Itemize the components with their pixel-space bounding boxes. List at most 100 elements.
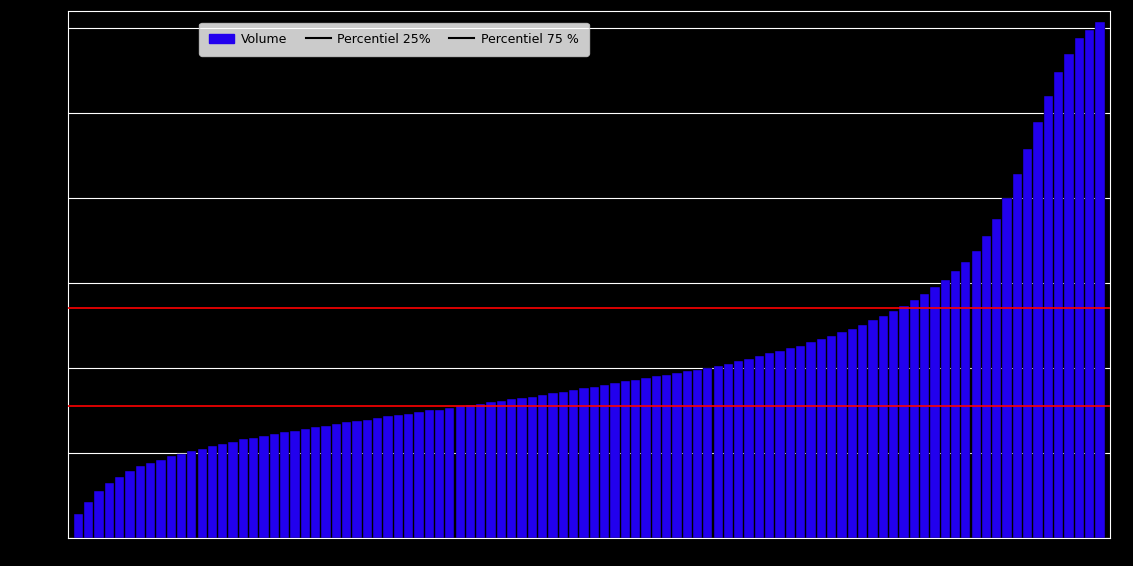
Bar	[651, 376, 661, 538]
Bar	[508, 400, 517, 538]
Bar	[84, 502, 93, 538]
Bar	[219, 444, 228, 538]
Bar	[249, 438, 258, 538]
Bar	[373, 418, 382, 538]
Bar	[1033, 122, 1042, 538]
Bar	[982, 237, 991, 538]
Bar	[682, 371, 692, 538]
Bar	[724, 364, 733, 538]
Bar	[280, 432, 289, 538]
Bar	[290, 431, 299, 538]
Bar	[641, 378, 650, 538]
Bar	[156, 460, 165, 538]
Bar	[455, 406, 465, 538]
Bar	[951, 271, 960, 538]
Bar	[559, 392, 568, 538]
Bar	[445, 408, 454, 538]
Bar	[631, 380, 640, 538]
Bar	[94, 491, 103, 538]
Bar	[322, 426, 331, 538]
Bar	[126, 471, 135, 538]
Bar	[342, 422, 351, 538]
Bar	[744, 359, 753, 538]
Bar	[693, 370, 702, 538]
Legend: Volume, Percentiel 25%, Percentiel 75 %: Volume, Percentiel 25%, Percentiel 75 %	[199, 23, 588, 56]
Bar	[476, 404, 485, 538]
Bar	[167, 456, 176, 538]
Bar	[704, 368, 713, 538]
Bar	[548, 393, 557, 538]
Bar	[662, 375, 671, 538]
Bar	[425, 410, 434, 538]
Bar	[1085, 30, 1094, 538]
Bar	[146, 463, 155, 538]
Bar	[879, 316, 888, 538]
Bar	[1054, 72, 1064, 538]
Bar	[1064, 54, 1074, 538]
Bar	[415, 412, 424, 538]
Bar	[352, 421, 361, 538]
Bar	[229, 441, 238, 538]
Bar	[486, 402, 496, 538]
Bar	[136, 466, 145, 538]
Bar	[393, 414, 403, 538]
Bar	[611, 383, 620, 538]
Bar	[1013, 174, 1022, 538]
Bar	[765, 353, 775, 538]
Bar	[239, 439, 248, 538]
Bar	[403, 414, 414, 538]
Bar	[807, 342, 816, 538]
Bar	[847, 329, 857, 538]
Bar	[796, 346, 806, 538]
Bar	[496, 401, 506, 538]
Bar	[858, 325, 867, 538]
Bar	[961, 262, 971, 538]
Bar	[714, 366, 723, 538]
Bar	[207, 446, 218, 538]
Bar	[312, 427, 321, 538]
Bar	[889, 311, 898, 538]
Bar	[579, 388, 589, 538]
Bar	[672, 373, 682, 538]
Bar	[817, 339, 826, 538]
Bar	[734, 361, 743, 538]
Bar	[569, 390, 578, 538]
Bar	[940, 280, 949, 538]
Bar	[300, 429, 310, 538]
Bar	[332, 424, 341, 538]
Bar	[621, 381, 630, 538]
Bar	[270, 434, 279, 538]
Bar	[589, 387, 599, 538]
Bar	[775, 351, 785, 538]
Bar	[993, 220, 1002, 538]
Bar	[600, 385, 610, 538]
Bar	[466, 405, 475, 538]
Bar	[383, 417, 392, 538]
Bar	[755, 356, 764, 538]
Bar	[910, 300, 919, 538]
Bar	[900, 306, 909, 538]
Bar	[930, 288, 939, 538]
Bar	[827, 336, 836, 538]
Bar	[528, 397, 537, 538]
Bar	[1075, 38, 1084, 538]
Bar	[518, 398, 527, 538]
Bar	[786, 349, 795, 538]
Bar	[363, 420, 372, 538]
Bar	[435, 410, 444, 538]
Bar	[868, 320, 878, 538]
Bar	[114, 477, 125, 538]
Bar	[1003, 198, 1012, 538]
Bar	[837, 332, 846, 538]
Bar	[1043, 96, 1053, 538]
Bar	[259, 436, 269, 538]
Bar	[538, 395, 547, 538]
Bar	[971, 251, 981, 538]
Bar	[1023, 149, 1032, 538]
Bar	[187, 451, 196, 538]
Bar	[1096, 22, 1105, 538]
Bar	[197, 448, 207, 538]
Bar	[74, 514, 83, 538]
Bar	[920, 294, 929, 538]
Bar	[177, 454, 186, 538]
